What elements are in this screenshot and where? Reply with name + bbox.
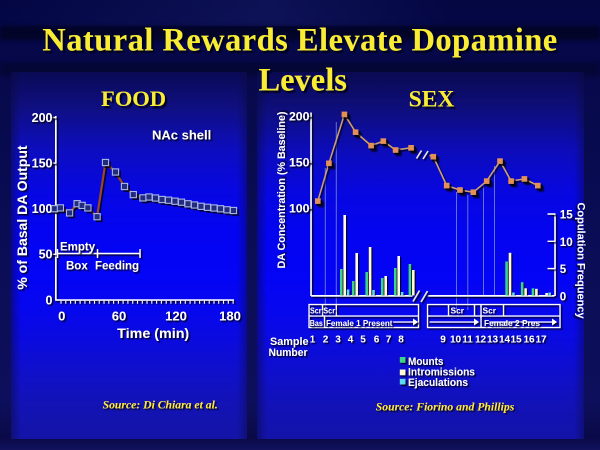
svg-text:Levels: Levels — [258, 62, 346, 98]
svg-text:15: 15 — [560, 209, 573, 221]
svg-text:Source: Di Chiara et al.: Source: Di Chiara et al. — [103, 398, 218, 412]
svg-text:DA Concentration (% Baseline): DA Concentration (% Baseline) — [276, 111, 288, 268]
svg-text:Scr: Scr — [451, 306, 465, 316]
svg-text:Feeding: Feeding — [95, 261, 139, 273]
svg-text:Female 1 Present: Female 1 Present — [326, 318, 393, 328]
svg-text:50: 50 — [39, 248, 53, 262]
svg-text:6: 6 — [374, 335, 380, 346]
svg-text:15: 15 — [510, 335, 522, 346]
svg-text:100: 100 — [289, 202, 310, 216]
svg-text:8: 8 — [398, 335, 404, 346]
svg-text:13: 13 — [487, 335, 499, 346]
svg-text:100: 100 — [32, 202, 53, 216]
svg-text:Number: Number — [269, 347, 309, 359]
svg-text:17: 17 — [535, 335, 547, 346]
svg-text:Box: Box — [66, 261, 88, 273]
svg-text:Mounts: Mounts — [408, 356, 444, 368]
svg-text:FOOD: FOOD — [101, 86, 166, 111]
svg-text:Ejaculations: Ejaculations — [408, 377, 468, 389]
svg-text:3: 3 — [335, 335, 341, 346]
svg-text:1: 1 — [310, 335, 316, 346]
svg-text:14: 14 — [499, 335, 511, 346]
svg-text:Scr: Scr — [323, 306, 335, 316]
svg-text:Female 2 Pres: Female 2 Pres — [484, 318, 540, 328]
svg-text:9: 9 — [440, 335, 446, 346]
svg-text:Empty: Empty — [60, 242, 96, 254]
svg-text:200: 200 — [289, 110, 310, 124]
svg-text:NAc shell: NAc shell — [152, 128, 211, 143]
svg-text:200: 200 — [32, 111, 53, 125]
svg-text:10: 10 — [450, 335, 462, 346]
svg-text:Sample: Sample — [270, 336, 309, 348]
svg-text:16: 16 — [523, 335, 535, 346]
svg-text:5: 5 — [360, 335, 366, 346]
svg-text:Natural Rewards Elevate Dopami: Natural Rewards Elevate Dopamine — [42, 22, 557, 58]
svg-text:Source: Fiorino and Phillips: Source: Fiorino and Phillips — [376, 400, 515, 414]
svg-text:120: 120 — [165, 308, 187, 323]
svg-text:Intromissions: Intromissions — [408, 366, 475, 378]
svg-text:0: 0 — [58, 308, 65, 323]
svg-text:SEX: SEX — [409, 87, 455, 113]
svg-text:7: 7 — [386, 335, 392, 346]
svg-text:Scr: Scr — [310, 306, 322, 316]
svg-text:12: 12 — [475, 335, 487, 346]
svg-text:Scr: Scr — [483, 306, 497, 316]
svg-text:150: 150 — [289, 156, 310, 170]
svg-text:% of Basal DA Output: % of Basal DA Output — [14, 145, 30, 289]
svg-text:Bas: Bas — [310, 318, 323, 328]
svg-text:Copulation Frequency: Copulation Frequency — [575, 202, 587, 319]
svg-text:11: 11 — [462, 335, 473, 346]
svg-text:4: 4 — [348, 335, 354, 346]
svg-text:180: 180 — [219, 308, 241, 323]
svg-text:60: 60 — [112, 308, 126, 323]
svg-text:Time (min): Time (min) — [117, 326, 189, 341]
svg-text:2: 2 — [323, 335, 329, 346]
svg-text:0: 0 — [560, 291, 566, 303]
svg-text:150: 150 — [32, 157, 53, 171]
svg-text:0: 0 — [46, 294, 53, 308]
svg-text:5: 5 — [560, 264, 567, 276]
svg-text:10: 10 — [560, 237, 573, 249]
